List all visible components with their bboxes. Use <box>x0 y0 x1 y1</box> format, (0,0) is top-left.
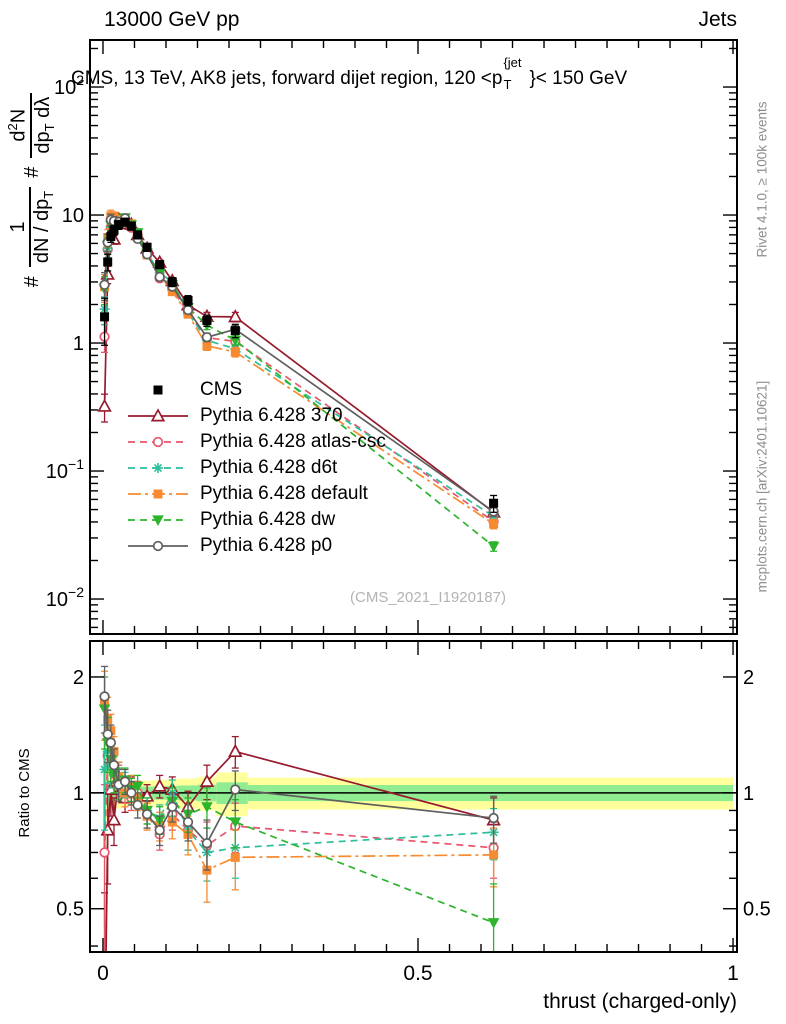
legend-marker-circle-open <box>128 436 188 448</box>
legend-item: Pythia 6.428 p0 <box>127 533 386 559</box>
legend-item: Pythia 6.428 370 <box>127 403 386 429</box>
legend-item-label: Pythia 6.428 default <box>200 483 368 504</box>
legend-item: Pythia 6.428 dw <box>127 507 386 533</box>
plot-title: CMS, 13 TeV, AK8 jets, forward dijet reg… <box>71 55 628 92</box>
pt-superscript: {jet <box>503 55 522 70</box>
legend-item-label: Pythia 6.428 d6t <box>200 457 338 478</box>
svg-text:0: 0 <box>97 962 109 985</box>
svg-text:1: 1 <box>743 783 754 805</box>
pt-superscript-block: {jet T <box>502 55 529 92</box>
process-label: Jets <box>698 8 737 31</box>
beam-energy-label: 13000 GeV pp <box>104 8 240 31</box>
legend-item: CMS <box>127 377 386 403</box>
legend-item-label: Pythia 6.428 p0 <box>200 535 333 556</box>
legend-marker-circle-open <box>128 540 188 552</box>
plot-title-text: CMS, 13 TeV, AK8 jets, forward dijet reg… <box>71 68 503 89</box>
legend-item-label: Pythia 6.428 370 <box>200 405 343 426</box>
legend-marker-asterisk <box>128 463 188 473</box>
legend-item: Pythia 6.428 d6t <box>127 455 386 481</box>
svg-text:1: 1 <box>73 333 84 355</box>
svg-text:0.5: 0.5 <box>403 962 432 985</box>
svg-text:1: 1 <box>727 962 739 985</box>
legend-marker-triangle-down-filled <box>128 515 188 526</box>
legend-item: Pythia 6.428 atlas-csc <box>127 429 386 455</box>
svg-text:10−1: 10−1 <box>46 456 84 483</box>
legend-marker-square-filled <box>128 489 188 499</box>
legend-marker-square-filled <box>153 385 163 395</box>
svg-text:10: 10 <box>62 205 84 227</box>
svg-text:0.5: 0.5 <box>743 899 771 921</box>
svg-text:10−2: 10−2 <box>46 584 84 611</box>
svg-text:1: 1 <box>73 783 84 805</box>
x-axis-label: thrust (charged-only) <box>543 990 737 1013</box>
pt-subscript: T <box>503 77 512 92</box>
svg-text:0.5: 0.5 <box>56 899 84 921</box>
legend-marker-triangle-up-open <box>128 408 188 422</box>
legend-item-label: Pythia 6.428 dw <box>200 509 336 530</box>
legend-item-label: CMS <box>200 379 243 400</box>
legend-item-label: Pythia 6.428 atlas-csc <box>200 431 386 452</box>
legend: CMS Pythia 6.428 370 Pythia 6.428 atlas-cs… <box>127 377 386 559</box>
legend-item: Pythia 6.428 default <box>127 481 386 507</box>
plot-title-suffix: }< 150 GeV <box>529 68 628 89</box>
analysis-id-watermark: (CMS_2021_I1920187) <box>350 589 506 606</box>
svg-text:2: 2 <box>743 667 754 689</box>
svg-text:2: 2 <box>73 667 84 689</box>
